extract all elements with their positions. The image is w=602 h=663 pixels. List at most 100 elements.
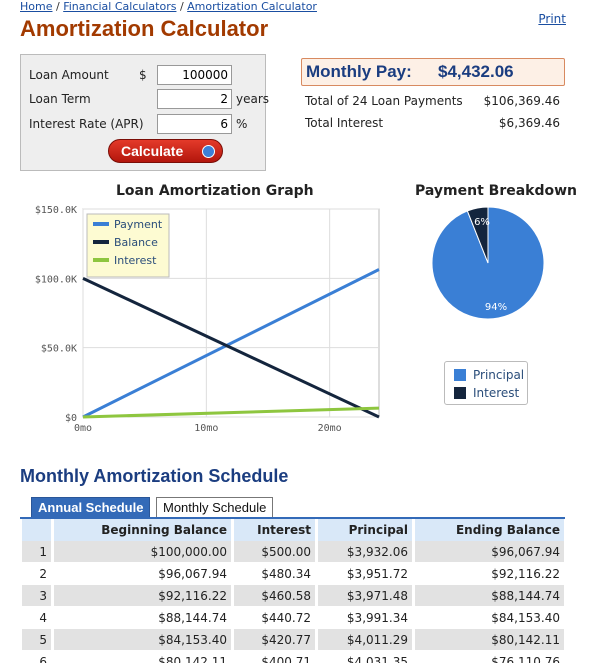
loan-term-input[interactable] bbox=[157, 89, 232, 109]
column-header: Interest bbox=[234, 519, 318, 541]
row-number-cell: 5 bbox=[22, 629, 54, 651]
table-cell: $3,932.06 bbox=[318, 541, 415, 563]
y-tick-label: $50.0K bbox=[41, 344, 77, 355]
tab-annual-schedule[interactable]: Annual Schedule bbox=[31, 497, 151, 518]
table-cell: $84,153.40 bbox=[415, 607, 567, 629]
table-cell: $500.00 bbox=[234, 541, 318, 563]
column-header: Ending Balance bbox=[415, 519, 567, 541]
table-cell: $84,153.40 bbox=[54, 629, 234, 651]
table-row: 2 $96,067.94 $480.34 $3,951.72 $92,116.22 bbox=[22, 563, 567, 585]
table-cell: $400.71 bbox=[234, 651, 318, 663]
total-interest-label: Total Interest bbox=[305, 116, 384, 130]
total-payments-value: $106,369.46 bbox=[483, 94, 560, 108]
table-cell: $3,971.48 bbox=[318, 585, 415, 607]
table-cell: $480.34 bbox=[234, 563, 318, 585]
interest-series-line bbox=[82, 406, 380, 419]
table-cell: $4,011.29 bbox=[318, 629, 415, 651]
table-row: 3 $92,116.22 $460.58 $3,971.48 $88,144.74 bbox=[22, 585, 567, 607]
table-cell: $3,991.34 bbox=[318, 607, 415, 629]
row-number-cell: 2 bbox=[22, 563, 54, 585]
calculator-input-panel: Loan Amount $ Loan Term years Interest R… bbox=[20, 54, 269, 171]
breadcrumb-separator: / bbox=[52, 0, 64, 13]
interest-pct-label: 6% bbox=[474, 217, 490, 228]
payment-series-line bbox=[82, 268, 380, 419]
table-cell: $92,116.22 bbox=[54, 585, 234, 607]
x-tick-label: 20mo bbox=[318, 423, 342, 434]
total-payments-row: Total of 24 Loan Payments $106,369.46 bbox=[305, 94, 560, 108]
monthly-pay-value: $4,432.06 bbox=[438, 62, 514, 81]
table-row: 5 $84,153.40 $420.77 $4,011.29 $80,142.11 bbox=[22, 629, 567, 651]
page-title: Amortization Calculator bbox=[20, 16, 269, 41]
schedule-heading: Monthly Amortization Schedule bbox=[20, 466, 289, 486]
table-cell: $76,110.76 bbox=[415, 651, 567, 663]
y-tick-label: $150.0K bbox=[35, 205, 77, 216]
table-cell: $460.58 bbox=[234, 585, 318, 607]
loan-amount-input[interactable] bbox=[157, 65, 232, 85]
loan-term-label: Loan Term bbox=[29, 92, 91, 106]
calculate-button-label: Calculate bbox=[121, 143, 184, 159]
table-header-row: Beginning Balance Interest Principal End… bbox=[22, 519, 567, 541]
row-number-cell: 4 bbox=[22, 607, 54, 629]
legend-balance-label: Balance bbox=[114, 236, 158, 249]
loan-amount-label: Loan Amount bbox=[29, 68, 109, 82]
principal-swatch bbox=[454, 369, 466, 381]
pie-title: Payment Breakdown bbox=[415, 183, 578, 199]
table-cell: $96,067.94 bbox=[415, 541, 567, 563]
interest-slice bbox=[466, 206, 489, 264]
principal-pct-label: 94% bbox=[485, 302, 507, 313]
tab-monthly-schedule[interactable]: Monthly Schedule bbox=[156, 497, 274, 518]
pie-legend-principal-label: Principal bbox=[473, 368, 525, 382]
interest-rate-unit: % bbox=[236, 117, 248, 131]
row-number-cell: 1 bbox=[22, 541, 54, 563]
breadcrumb: Home / Financial Calculators / Amortizat… bbox=[20, 0, 317, 13]
table-cell: $3,951.72 bbox=[318, 563, 415, 585]
table-cell: $4,031.35 bbox=[318, 651, 415, 663]
schedule-table: Beginning Balance Interest Principal End… bbox=[22, 519, 567, 663]
loan-amount-row: Loan Amount $ bbox=[29, 65, 259, 85]
x-tick-label: 0mo bbox=[74, 423, 92, 434]
payment-breakdown-pie: 94% 6% bbox=[431, 206, 545, 320]
breadcrumb-home-link[interactable]: Home bbox=[20, 0, 53, 13]
interest-rate-label: Interest Rate (APR) bbox=[29, 117, 144, 131]
column-header: Beginning Balance bbox=[54, 519, 234, 541]
table-cell: $80,142.11 bbox=[54, 651, 234, 663]
total-interest-value: $6,369.46 bbox=[498, 116, 560, 130]
pie-legend: Principal Interest bbox=[444, 361, 528, 405]
graph-title: Loan Amortization Graph bbox=[116, 183, 314, 199]
breadcrumb-financial-link[interactable]: Financial Calculators bbox=[63, 0, 177, 13]
interest-rate-input[interactable] bbox=[157, 114, 232, 134]
table-cell: $88,144.74 bbox=[415, 585, 567, 607]
loan-term-unit: years bbox=[236, 92, 270, 106]
table-cell: $92,116.22 bbox=[415, 563, 567, 585]
x-tick-label: 10mo bbox=[194, 423, 218, 434]
table-cell: $420.77 bbox=[234, 629, 318, 651]
interest-rate-row: Interest Rate (APR) % bbox=[29, 114, 259, 134]
calculate-button[interactable]: Calculate bbox=[108, 139, 223, 163]
legend-payment-label: Payment bbox=[114, 218, 163, 231]
y-tick-label: $0 bbox=[65, 413, 77, 424]
row-number-cell: 3 bbox=[22, 585, 54, 607]
monthly-pay-label: Monthly Pay: bbox=[306, 62, 412, 81]
dollar-prefix: $ bbox=[139, 68, 147, 82]
column-header bbox=[22, 519, 54, 541]
pie-legend-interest-label: Interest bbox=[473, 386, 520, 400]
table-cell: $440.72 bbox=[234, 607, 318, 629]
arrow-right-icon bbox=[202, 145, 215, 158]
print-link[interactable]: Print bbox=[538, 12, 566, 26]
tab-divider bbox=[20, 517, 565, 519]
interest-swatch bbox=[454, 387, 466, 399]
loan-term-row: Loan Term years bbox=[29, 89, 269, 109]
table-cell: $88,144.74 bbox=[54, 607, 234, 629]
loan-amortization-graph: $0 $50.0K $100.0K $150.0K 0mo 10mo 20mo Payment… bbox=[35, 205, 380, 434]
table-row: 1 $100,000.00 $500.00 $3,932.06 $96,067.94 bbox=[22, 541, 567, 563]
table-row: 6 $80,142.11 $400.71 $4,031.35 $76,110.76 bbox=[22, 651, 567, 663]
table-cell: $80,142.11 bbox=[415, 629, 567, 651]
total-interest-row: Total Interest $6,369.46 bbox=[305, 116, 560, 130]
breadcrumb-current-link[interactable]: Amortization Calculator bbox=[187, 0, 317, 13]
total-payments-label: Total of 24 Loan Payments bbox=[305, 94, 463, 108]
table-row: 4 $88,144.74 $440.72 $3,991.34 $84,153.40 bbox=[22, 607, 567, 629]
balance-series-line bbox=[82, 276, 380, 419]
monthly-pay-box: Monthly Pay: $4,432.06 bbox=[301, 58, 565, 86]
y-tick-label: $100.0K bbox=[35, 274, 77, 285]
legend-interest-label: Interest bbox=[114, 254, 157, 267]
